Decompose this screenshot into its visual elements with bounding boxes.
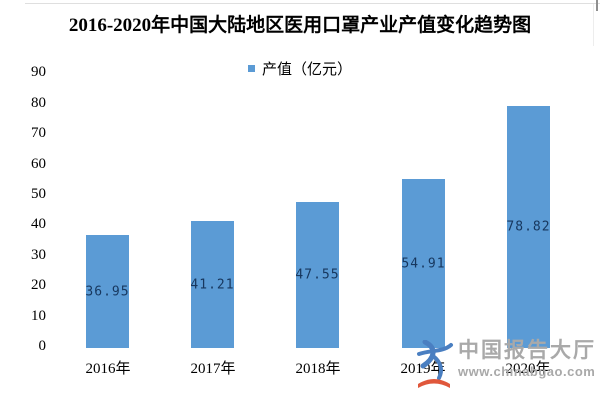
bar-2018年: 47.55 [295, 202, 340, 348]
top-border-line [25, 3, 600, 4]
x-axis-tick-label-2018年: 2018年 [295, 361, 341, 377]
watermark-text: 中国报告大厅 www.chinabgao.com [458, 339, 596, 380]
y-axis-tick-label-70: 70 [31, 125, 46, 141]
chinabgao-logo-icon [417, 340, 453, 388]
bar-value-label: 47.55 [295, 267, 340, 283]
watermark-site-url: www.chinabgao.com [458, 364, 596, 379]
y-axis-tick-label-20: 20 [31, 277, 46, 293]
bar-2016年: 36.95 [85, 235, 130, 348]
y-axis-tick-label-30: 30 [31, 247, 46, 263]
watermark-site-name: 中国报告大厅 [458, 339, 596, 362]
y-axis-tick-label-60: 60 [31, 156, 46, 172]
y-axis-tick-label-50: 50 [31, 186, 46, 202]
y-axis-tick-label-10: 10 [31, 308, 46, 324]
x-axis-tick-label-2019年: 2019年 [400, 361, 446, 377]
bar-2020年: 78.82 [506, 106, 551, 348]
bar-value-label: 41.21 [190, 277, 235, 292]
bar-2019年: 54.91 [401, 179, 446, 348]
y-axis-tick-label-40: 40 [31, 216, 46, 232]
x-axis-tick-label-2017年: 2017年 [190, 361, 236, 377]
chart-legend: 产值（亿元） [0, 58, 600, 79]
x-axis-tick-label-2020年: 2020年 [505, 361, 551, 377]
y-axis-tick-label-80: 80 [31, 95, 46, 111]
bar-2017年: 41.21 [190, 221, 235, 348]
y-axis-tick-label-0: 0 [38, 338, 47, 354]
legend-series-label: 产值（亿元） [261, 62, 352, 78]
x-axis-tick-label-2016年: 2016年 [85, 361, 131, 377]
watermark: 中国报告大厅 www.chinabgao.com [415, 340, 596, 390]
legend-series-marker [247, 65, 255, 72]
corner-border-tick [596, 0, 598, 11]
right-border-line [593, 4, 594, 46]
bar-value-label: 36.95 [85, 284, 130, 299]
chart-title: 2016-2020年中国大陆地区医用口罩产业产值变化趋势图 [68, 15, 532, 36]
bar-value-label: 78.82 [506, 219, 551, 235]
bar-value-label: 54.91 [401, 256, 446, 271]
y-axis-tick-label-90: 90 [31, 64, 46, 80]
